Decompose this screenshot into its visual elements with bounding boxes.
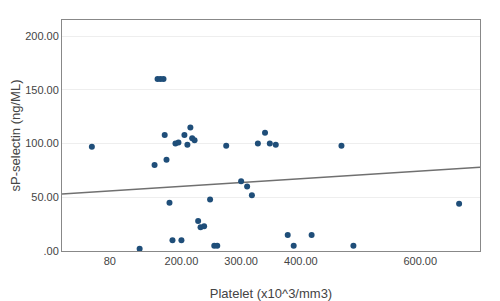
svg-text:80: 80 xyxy=(104,255,116,267)
svg-text:100.00: 100.00 xyxy=(25,137,59,149)
svg-text:sP-selectin (ng/ML): sP-selectin (ng/ML) xyxy=(8,80,23,192)
svg-text:200.00: 200.00 xyxy=(165,255,199,267)
svg-text:50.00: 50.00 xyxy=(31,191,59,203)
svg-text:400.00: 400.00 xyxy=(284,255,318,267)
svg-text:Platelet (x10^3/mm3): Platelet (x10^3/mm3) xyxy=(210,286,332,301)
svg-text:600.00: 600.00 xyxy=(403,255,437,267)
svg-text:.00: .00 xyxy=(44,245,59,257)
svg-text:150.00: 150.00 xyxy=(25,84,59,96)
svg-text:300.00: 300.00 xyxy=(224,255,258,267)
svg-text:200.00: 200.00 xyxy=(25,30,59,42)
